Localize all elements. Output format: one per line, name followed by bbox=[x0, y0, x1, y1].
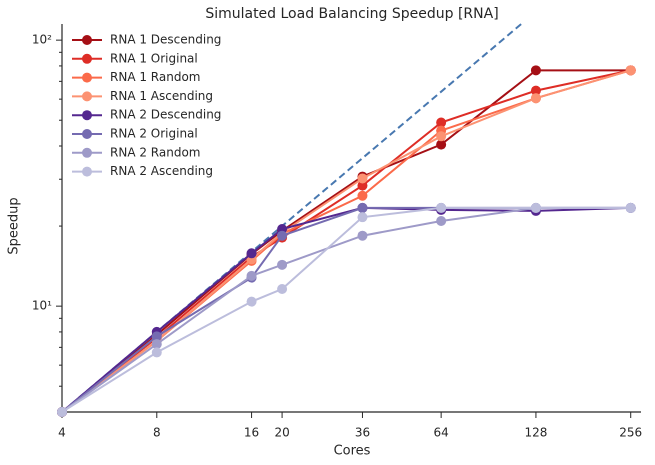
x-tick-label: 64 bbox=[434, 426, 449, 440]
legend-label: RNA 1 Descending bbox=[110, 33, 221, 47]
x-tick-label: 128 bbox=[524, 426, 547, 440]
data-point bbox=[436, 131, 447, 142]
data-point bbox=[246, 296, 257, 307]
data-point bbox=[436, 117, 447, 128]
data-point bbox=[530, 65, 541, 76]
data-point bbox=[530, 93, 541, 104]
data-point bbox=[151, 339, 162, 350]
data-point bbox=[277, 284, 288, 295]
x-tick-label: 16 bbox=[244, 426, 259, 440]
data-point bbox=[357, 212, 368, 223]
legend-label: RNA 1 Original bbox=[110, 51, 198, 65]
legend-marker bbox=[82, 53, 92, 64]
data-point bbox=[246, 248, 257, 259]
data-point bbox=[530, 202, 541, 213]
series-line bbox=[61, 206, 631, 413]
legend-label: RNA 2 Original bbox=[110, 127, 198, 141]
legend-marker bbox=[82, 91, 92, 102]
data-point bbox=[625, 202, 636, 213]
data-point bbox=[530, 85, 541, 96]
legend-marker bbox=[82, 166, 92, 177]
y-axis-label: Speedup bbox=[7, 197, 22, 254]
legend-label: RNA 1 Ascending bbox=[110, 89, 213, 103]
x-tick-label: 4 bbox=[58, 426, 66, 440]
series-line bbox=[61, 69, 631, 413]
legend-marker bbox=[82, 110, 92, 121]
series-line bbox=[61, 206, 631, 413]
legend-label: RNA 2 Ascending bbox=[110, 164, 213, 178]
legend-label: RNA 1 Random bbox=[110, 70, 200, 84]
data-point bbox=[357, 173, 368, 184]
series-line bbox=[61, 69, 631, 413]
data-point bbox=[357, 190, 368, 201]
x-tick-label: 20 bbox=[274, 426, 289, 440]
data-point bbox=[436, 215, 447, 226]
series-line bbox=[61, 206, 631, 413]
data-point bbox=[357, 202, 368, 213]
data-point bbox=[357, 230, 368, 241]
legend-marker bbox=[82, 35, 92, 45]
data-point bbox=[436, 139, 447, 150]
x-axis-label: Cores bbox=[334, 444, 371, 459]
data-point bbox=[57, 407, 67, 417]
legend-label: RNA 2 Descending bbox=[110, 108, 221, 122]
data-point bbox=[436, 202, 447, 213]
data-point bbox=[625, 65, 636, 76]
data-point bbox=[277, 230, 288, 241]
data-point bbox=[357, 180, 368, 191]
x-tick-label: 36 bbox=[355, 426, 370, 440]
legend-label: RNA 2 Random bbox=[110, 145, 200, 159]
data-point bbox=[151, 331, 162, 342]
legend-marker bbox=[82, 147, 92, 158]
series-line bbox=[61, 206, 631, 413]
legend-marker bbox=[82, 72, 92, 83]
y-tick-label: 10² bbox=[32, 33, 52, 47]
y-tick-label: 10¹ bbox=[32, 299, 52, 313]
x-tick-label: 256 bbox=[619, 426, 642, 440]
data-point bbox=[277, 259, 288, 270]
chart-title: Simulated Load Balancing Speedup [RNA] bbox=[205, 6, 498, 22]
x-tick-label: 8 bbox=[153, 426, 161, 440]
data-point bbox=[246, 270, 257, 281]
legend-marker bbox=[82, 129, 92, 139]
data-point bbox=[151, 347, 162, 358]
